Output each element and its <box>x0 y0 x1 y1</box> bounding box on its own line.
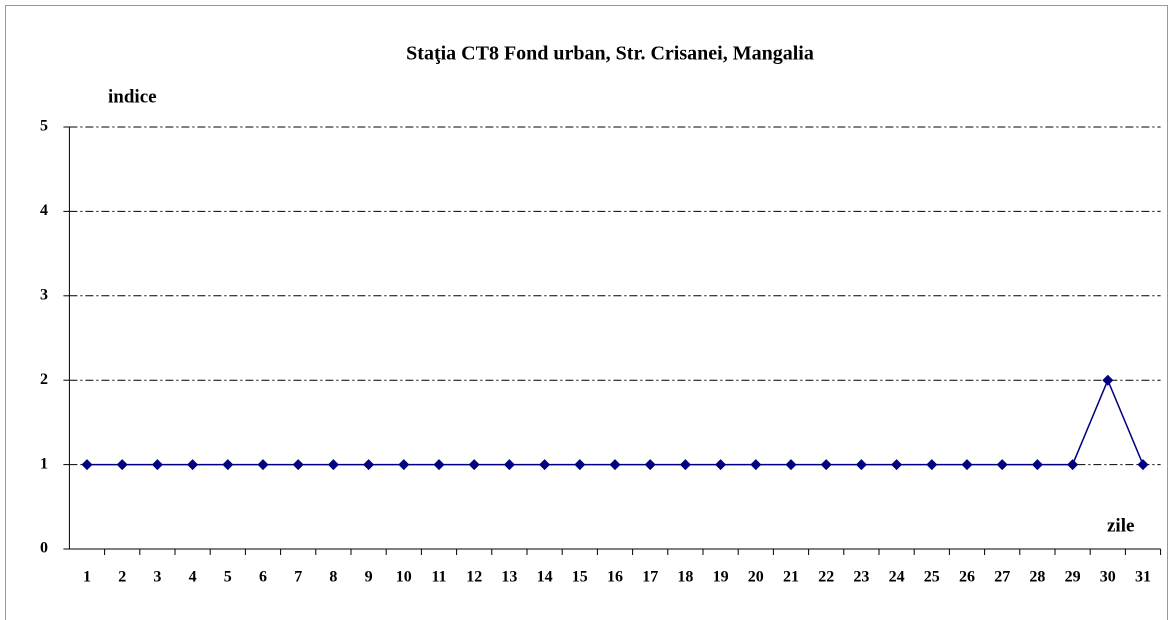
x-tick-label: 4 <box>189 569 197 586</box>
x-tick-label: 11 <box>431 569 446 586</box>
x-tick-label: 29 <box>1065 569 1081 586</box>
marker <box>363 459 375 471</box>
x-axis-label: zile <box>1107 515 1134 536</box>
marker <box>1137 459 1149 471</box>
marker <box>433 459 445 471</box>
marker <box>750 459 762 471</box>
x-tick-label: 3 <box>153 569 161 586</box>
marker <box>503 459 515 471</box>
marker <box>327 459 339 471</box>
marker <box>855 459 867 471</box>
x-tick-label: 15 <box>572 569 588 586</box>
marker <box>785 459 797 471</box>
x-tick-label: 26 <box>959 569 975 586</box>
x-tick-label: 13 <box>501 569 517 586</box>
marker <box>574 459 586 471</box>
marker <box>539 459 551 471</box>
x-tick-label: 21 <box>783 569 799 586</box>
marker <box>151 459 163 471</box>
y-tick-label: 0 <box>40 540 48 557</box>
x-tick-label: 6 <box>259 569 267 586</box>
marker <box>292 459 304 471</box>
x-tick-label: 22 <box>818 569 834 586</box>
x-tick-label: 25 <box>924 569 940 586</box>
frame <box>5 5 1168 620</box>
x-tick-label: 2 <box>118 569 126 586</box>
x-tick-label: 27 <box>994 569 1010 586</box>
marker <box>820 459 832 471</box>
x-tick-label: 18 <box>677 569 693 586</box>
marker <box>398 459 410 471</box>
marker <box>187 459 199 471</box>
x-tick-label: 16 <box>607 569 623 586</box>
marker <box>257 459 269 471</box>
marker <box>996 459 1008 471</box>
x-tick-label: 8 <box>329 569 337 586</box>
x-tick-label: 1 <box>83 569 91 586</box>
x-tick-label: 20 <box>748 569 764 586</box>
marker <box>1031 459 1043 471</box>
y-tick-label: 2 <box>40 371 48 388</box>
x-tick-label: 17 <box>642 569 658 586</box>
x-tick-label: 31 <box>1135 569 1151 586</box>
marker <box>1102 374 1114 386</box>
x-tick-label: 19 <box>713 569 729 586</box>
x-tick-label: 12 <box>466 569 482 586</box>
marker <box>715 459 727 471</box>
marker <box>81 459 93 471</box>
x-tick-label: 5 <box>224 569 232 586</box>
series-line <box>87 378 1144 466</box>
x-tick-label: 14 <box>537 569 553 586</box>
x-tick-label: 10 <box>396 569 412 586</box>
y-axis-label: indice <box>108 86 157 107</box>
marker <box>644 459 656 471</box>
marker <box>116 459 128 471</box>
y-tick-label: 4 <box>40 202 48 219</box>
x-tick-label: 9 <box>365 569 373 586</box>
marker <box>961 459 973 471</box>
x-tick-label: 23 <box>853 569 869 586</box>
x-tick-label: 28 <box>1029 569 1045 586</box>
x-tick-label: 30 <box>1100 569 1116 586</box>
marker <box>926 459 938 471</box>
marker <box>222 459 234 471</box>
y-tick-label: 5 <box>40 118 48 135</box>
marker <box>609 459 621 471</box>
y-tick-label: 3 <box>40 286 48 303</box>
x-tick-label: 7 <box>294 569 302 586</box>
x-tick-label: 24 <box>889 569 905 586</box>
marker <box>679 459 691 471</box>
marker <box>891 459 903 471</box>
marker <box>468 459 480 471</box>
y-tick-label: 1 <box>40 455 48 472</box>
chart-title: Staţia CT8 Fond urban, Str. Crisanei, Ma… <box>406 43 814 65</box>
marker <box>1067 459 1079 471</box>
